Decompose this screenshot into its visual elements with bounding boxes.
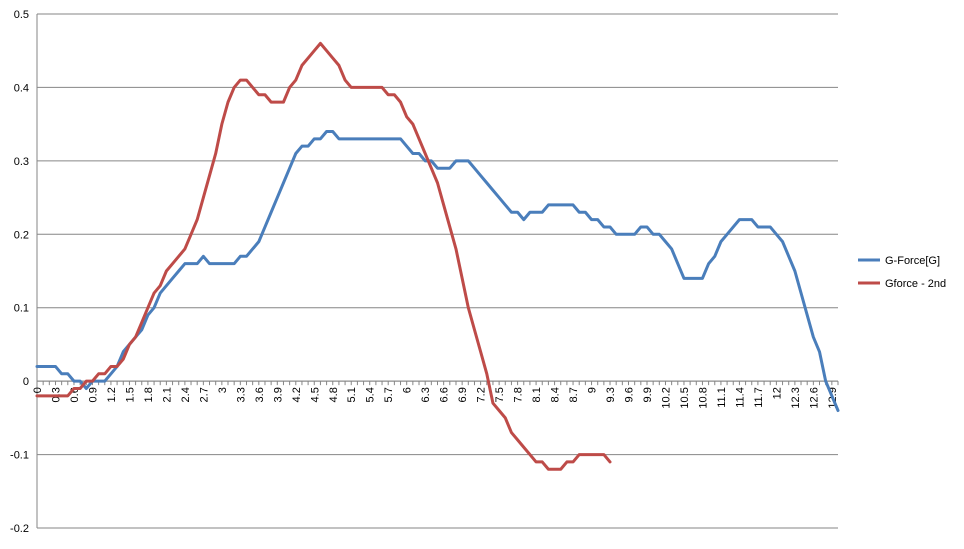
x-tick-label: 3.9 (272, 387, 284, 402)
series-line-1 (35, 129, 840, 413)
x-tick-label: 12.6 (808, 387, 820, 408)
x-tick-label: 0 (32, 387, 44, 393)
y-tick-label: -0.2 (10, 523, 29, 535)
x-tick-label: 3.6 (254, 387, 266, 402)
x-tick-label: 9.3 (605, 387, 617, 402)
x-tick-label: 8.1 (531, 387, 543, 402)
y-tick-label: 0 (23, 376, 29, 388)
x-tick-label: 7.8 (513, 387, 525, 402)
x-tick-label: 9.9 (642, 387, 654, 402)
y-tick-label: 0.4 (14, 82, 29, 94)
y-tick-label: 0.1 (14, 303, 29, 315)
series-lines (35, 41, 840, 471)
x-tick-label: 11.1 (716, 387, 728, 408)
x-tick-label: 5.7 (383, 387, 395, 402)
legend: G-Force[G] Gforce - 2nd (858, 255, 946, 290)
x-tick-label: 3 (217, 387, 229, 393)
series-line-2 (35, 41, 612, 471)
x-tick-label: 11.4 (734, 387, 746, 408)
x-tick-label: 9.6 (624, 387, 636, 402)
x-tick-label: 1.8 (143, 387, 155, 402)
x-tick-label: 12 (771, 387, 783, 399)
x-tick-label: 9 (587, 387, 599, 393)
x-tick-label: 8.4 (550, 387, 562, 402)
x-tick-label: 1.2 (106, 387, 118, 402)
x-tick-label: 2.7 (198, 387, 210, 402)
y-tick-label: 0.2 (14, 229, 29, 241)
x-tick-label: 6.3 (420, 387, 432, 402)
x-tick-label: 5.1 (346, 387, 358, 402)
gridlines (37, 13, 838, 529)
x-tick-label: 12.3 (790, 387, 802, 408)
legend-label: Gforce - 2nd (885, 278, 946, 290)
x-tick-label: 7.5 (494, 387, 506, 402)
x-tick-label: 10.2 (660, 387, 672, 408)
x-tick-label: 4.5 (309, 387, 321, 402)
y-tick-label: -0.1 (10, 450, 29, 462)
x-tick-label: 1.5 (124, 387, 136, 402)
x-tick-label: 5.4 (365, 387, 377, 402)
x-tick-label: 8.7 (568, 387, 580, 402)
x-tick-label: 6.6 (439, 387, 451, 402)
x-tick-label: 0.9 (87, 387, 99, 402)
x-tick-label: 11.7 (753, 387, 765, 408)
x-tick-label: 6.9 (457, 387, 469, 402)
x-tick-label: 10.8 (697, 387, 709, 408)
x-tick-label: 7.2 (476, 387, 488, 402)
y-tick-label: 0.3 (14, 156, 29, 168)
y-tick-label: 0.5 (14, 9, 29, 21)
x-tick-label: 2.4 (180, 387, 192, 402)
x-tick-label: 6 (402, 387, 414, 393)
legend-label: G-Force[G] (885, 255, 940, 267)
axes: -0.2-0.100.10.20.30.40.50 0.3 0.6 0.9 1.2 1.5… (10, 9, 839, 535)
x-tick-label: 2.1 (161, 387, 173, 402)
x-tick-label: 10.5 (679, 387, 691, 408)
x-tick-label: 4.8 (328, 387, 340, 402)
x-tick-label: 3.3 (235, 387, 247, 402)
x-tick-label: 4.2 (291, 387, 303, 402)
